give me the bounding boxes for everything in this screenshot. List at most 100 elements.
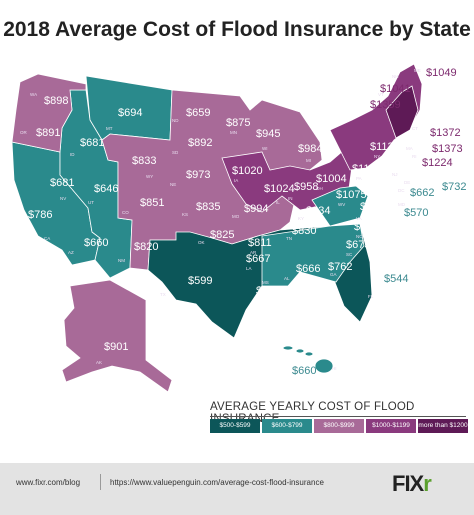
fixr-logo-main: FIX: [392, 471, 424, 496]
abbr-ma: MA: [406, 146, 413, 151]
source-link[interactable]: https://www.valuepenguin.com/average-cos…: [110, 478, 324, 487]
abbr-ga: GA: [330, 272, 337, 277]
abbr-sc: SC: [346, 252, 353, 257]
legend: $500-$599 $600-$799 $800-$999 $1000-$119…: [210, 419, 470, 433]
label-id: $681: [80, 137, 104, 149]
label-fl: $544: [384, 273, 408, 285]
label-ga: $762: [328, 261, 352, 273]
label-ma: $1224: [422, 157, 453, 169]
label-de: $732: [442, 181, 466, 193]
abbr-wi: WI: [262, 146, 268, 151]
label-ok: $825: [210, 229, 234, 241]
label-mn: $875: [226, 117, 250, 129]
hawaii-island-3: [304, 351, 314, 357]
abbr-fl: FL: [368, 294, 374, 299]
abbr-id: ID: [70, 152, 75, 157]
abbr-nm: NM: [118, 258, 125, 263]
label-sc: $673: [346, 239, 370, 251]
label-or: $891: [36, 127, 60, 139]
label-ar: $811: [248, 237, 272, 249]
label-ms: $716: [256, 285, 280, 297]
label-mi: $984: [298, 143, 322, 155]
abbr-az: AZ: [68, 250, 74, 255]
abbr-nd: ND: [172, 118, 179, 123]
abbr-mi: MI: [306, 158, 311, 163]
label-ny: $1135: [370, 141, 400, 153]
abbr-wv: WV: [338, 202, 345, 207]
abbr-ia: IA: [234, 178, 238, 183]
abbr-ms: MS: [262, 280, 269, 285]
blog-link[interactable]: www.fixr.com/blog: [16, 478, 81, 487]
outside-labels: $1049 $1041 $1359 $1372 $1373 $1224 $732…: [292, 67, 466, 377]
legend-swatch-800-999: $800-$999: [314, 419, 364, 433]
abbr-tx: TX: [160, 292, 166, 297]
label-mo: $994: [244, 203, 268, 215]
legend-swatch-1000-1199: $1000-$1199: [366, 419, 416, 433]
abbr-nv: NV: [60, 196, 66, 201]
abbr-dc: DC: [398, 188, 405, 193]
label-ne: $973: [186, 169, 210, 181]
abbr-wy: WY: [146, 174, 153, 179]
abbr-co: CO: [122, 210, 129, 215]
label-ia: $1020: [232, 165, 263, 177]
abbr-ar: AR: [250, 250, 257, 255]
label-co: $851: [140, 197, 164, 209]
abbr-ny: NY: [374, 154, 380, 159]
legend-swatch-600-799: $600-$799: [262, 419, 312, 433]
abbr-tn: TN: [286, 236, 292, 241]
abbr-hi: HI: [332, 366, 337, 371]
abbr-ks: KS: [182, 212, 188, 217]
abbr-va: VA: [356, 216, 362, 221]
abbr-al: AL: [284, 276, 290, 281]
footer: www.fixr.com/blog https://www.valuepengu…: [0, 463, 474, 515]
abbr-il: IL: [276, 200, 280, 205]
label-nh: $1041: [380, 83, 411, 95]
label-ak: $901: [104, 341, 128, 353]
label-oh: $1004: [316, 173, 347, 185]
fixr-logo[interactable]: FIXr: [392, 471, 432, 497]
label-md: $570: [404, 207, 428, 219]
region-va-md: [311, 185, 369, 227]
label-me: $1049: [426, 67, 457, 79]
label-ks: $835: [196, 201, 220, 213]
label-ct: $1372: [430, 127, 461, 139]
abbr-ak: AK: [96, 360, 102, 365]
label-nm: $820: [134, 241, 158, 253]
legend-swatch-1200-plus: more than $1200: [418, 419, 468, 433]
abbr-ct: CT: [412, 126, 418, 131]
abbr-ca: CA: [44, 236, 50, 241]
label-nv: $681: [50, 177, 74, 189]
label-tx: $599: [188, 275, 212, 287]
abbr-vt: VT: [378, 92, 384, 97]
label-wa: $898: [44, 95, 68, 107]
label-la: $667: [246, 253, 270, 265]
label-mt: $694: [118, 107, 142, 119]
hawaii-island-1: [282, 345, 294, 351]
label-wi: $945: [256, 128, 280, 140]
label-al: $666: [296, 263, 320, 275]
abbr-mo: MO: [232, 214, 240, 219]
region-southeast: [261, 223, 365, 287]
abbr-md: MD: [398, 202, 406, 207]
region-wa-or: [11, 73, 87, 153]
label-dc: $662: [410, 187, 434, 199]
us-flood-insurance-map: $898 $891 $786 $681 $681 $694 $833 $646 …: [11, 63, 466, 393]
region-alaska: [61, 279, 173, 393]
abbr-sd: SD: [172, 150, 179, 155]
hawaii-island-2: [295, 348, 305, 354]
abbr-mt: MT: [106, 126, 113, 131]
footer-separator: [100, 474, 101, 490]
label-nd: $659: [186, 107, 210, 119]
legend-divider: [210, 416, 466, 417]
state-abbreviations: WA OR CA NV ID MT WY UT AZ CO NM ND SD N…: [20, 68, 421, 371]
label-tn: $830: [292, 225, 316, 237]
abbr-mn: MN: [230, 130, 237, 135]
abbr-nc: NC: [356, 234, 363, 239]
label-vt: $1359: [370, 99, 401, 111]
abbr-la: LA: [246, 266, 252, 271]
label-hi: $660: [292, 365, 316, 377]
abbr-or: OR: [20, 130, 28, 135]
value-labels: $898 $891 $786 $681 $681 $694 $833 $646 …: [28, 95, 410, 353]
abbr-in: IN: [288, 196, 293, 201]
abbr-pa: PA: [356, 176, 362, 181]
